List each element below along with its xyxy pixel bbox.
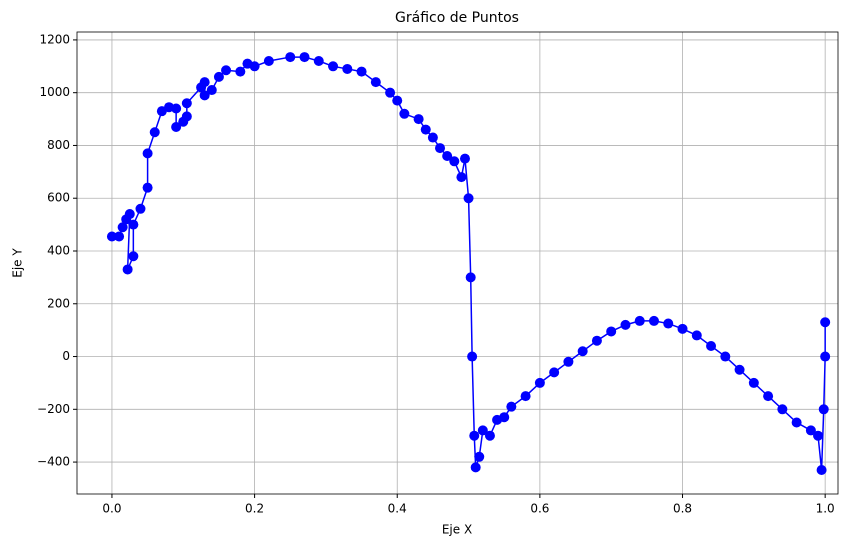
marker [474,451,485,462]
marker [506,401,517,412]
marker [199,77,210,88]
y-axis-label: Eje Y [11,248,25,278]
marker [818,404,829,415]
x-tick-label: 1.0 [816,502,835,516]
marker [816,464,827,475]
marker [706,340,717,351]
marker [171,121,182,132]
marker [106,231,117,242]
marker [720,351,731,362]
marker [149,127,160,138]
x-tick-label: 0.0 [102,502,121,516]
marker [820,317,831,328]
marker [577,346,588,357]
x-tick-label: 0.2 [245,502,264,516]
line [111,56,826,471]
marker [449,156,460,167]
marker [199,90,210,101]
marker [484,430,495,441]
marker [124,209,135,220]
marker [791,417,802,428]
marker [748,377,759,388]
marker [499,412,510,423]
y-tick-label: 1000 [39,85,70,99]
y-tick-label: 400 [47,243,70,257]
marker [399,108,410,119]
y-tick-label: 800 [47,138,70,152]
marker [456,172,467,183]
marker [263,56,274,67]
marker [606,326,617,337]
marker [142,148,153,159]
y-tick-label: −400 [37,455,70,469]
marker [221,65,232,76]
marker [470,462,481,473]
marker [677,323,688,334]
x-tick-label: 0.8 [673,502,692,516]
marker [285,52,296,63]
marker [128,251,139,262]
marker [385,87,396,98]
marker [142,182,153,193]
marker [117,222,128,233]
marker [299,52,310,63]
marker [691,330,702,341]
marker [620,319,631,330]
marker [135,203,146,214]
y-tick-label: 600 [47,191,70,205]
marker [465,272,476,283]
marker [805,425,816,436]
marker [467,351,478,362]
y-tick-label: 200 [47,296,70,310]
marker [477,425,488,436]
marker [206,85,217,96]
x-tick-label: 0.4 [388,502,407,516]
marker [181,98,192,109]
marker [442,151,453,162]
marker [370,77,381,88]
plot-frame [76,31,839,495]
marker [435,143,446,154]
marker [591,335,602,346]
marker [171,103,182,114]
marker [249,61,260,72]
marker [813,430,824,441]
marker [563,356,574,367]
marker [235,66,246,77]
marker [181,111,192,122]
marker [356,66,367,77]
y-tick-label: 1200 [39,32,70,46]
y-tick-label: 0 [62,349,70,363]
marker [520,391,531,402]
marker [413,114,424,125]
marker [128,219,139,230]
marker [342,63,353,74]
marker [122,264,133,275]
marker [392,95,403,106]
marker [820,351,831,362]
marker [763,391,774,402]
marker [313,56,324,67]
marker [328,61,339,72]
marker [663,318,674,329]
x-axis-label: Eje X [442,523,472,537]
marker [648,315,659,326]
marker [469,430,480,441]
marker [213,71,224,82]
marker [114,231,125,242]
marker [634,315,645,326]
marker [777,404,788,415]
marker [463,193,474,204]
marker [534,377,545,388]
marker [734,364,745,375]
chart-title: Gráfico de Puntos [395,10,519,26]
x-tick-label: 0.6 [530,502,549,516]
marker [427,132,438,143]
marker [459,153,470,164]
marker [549,367,560,378]
marker [420,124,431,135]
y-tick-label: −200 [37,402,70,416]
